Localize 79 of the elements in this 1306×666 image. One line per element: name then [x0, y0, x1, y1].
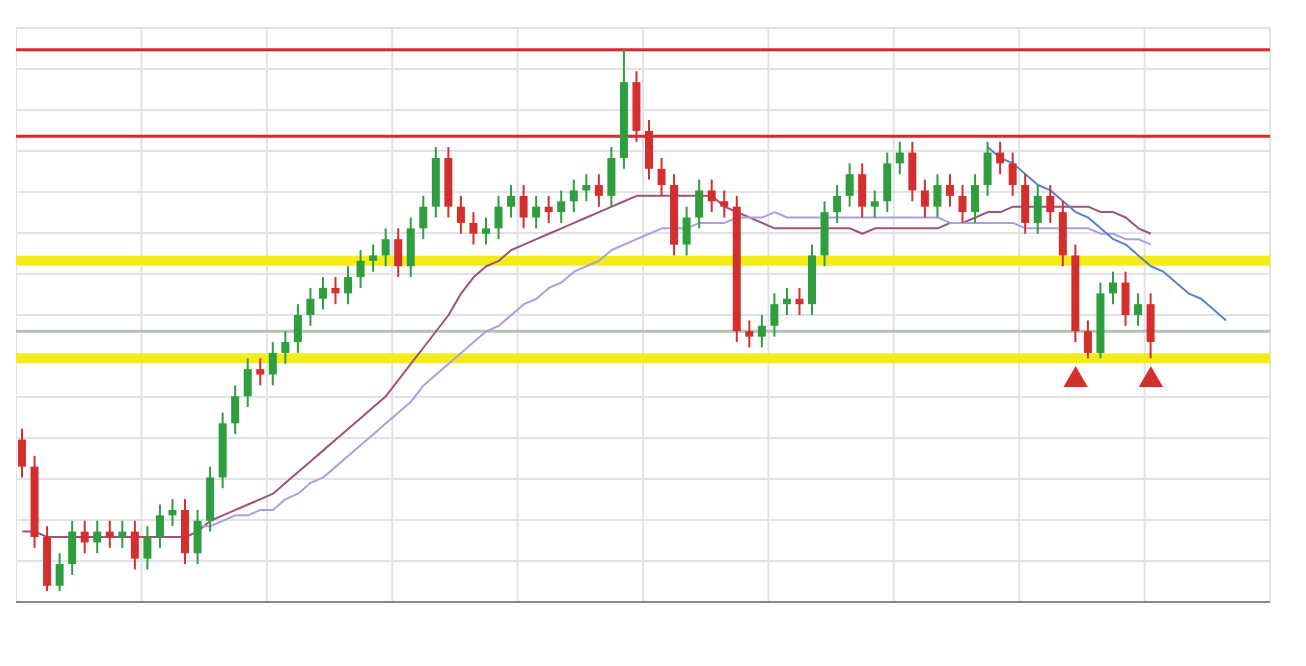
- candlestick: [557, 189, 566, 224]
- candlestick: [594, 173, 603, 208]
- candlestick: [1021, 173, 1030, 235]
- candlestick: [945, 173, 954, 208]
- candlestick: [1083, 319, 1092, 360]
- candlestick: [657, 156, 666, 197]
- candlestick: [494, 194, 503, 241]
- candlestick: [55, 552, 64, 593]
- candlestick: [1033, 184, 1042, 235]
- candlestick: [356, 249, 365, 289]
- candlestick: [231, 384, 240, 436]
- candlestick: [532, 194, 541, 230]
- candlestick: [1121, 270, 1130, 327]
- candlestick: [93, 519, 102, 555]
- candlestick: [193, 508, 202, 566]
- candlestick: [206, 465, 215, 533]
- candlestick: [168, 498, 177, 528]
- candlestick: [682, 205, 691, 257]
- candlestick: [707, 178, 716, 214]
- candlestick: [419, 194, 428, 241]
- candlestick: [782, 286, 791, 316]
- candlestick: [243, 357, 252, 409]
- candlestick: [858, 162, 867, 219]
- candlestick: [1134, 292, 1143, 327]
- candlestick: [996, 140, 1005, 176]
- candlestick: [569, 178, 578, 214]
- candlestick: [908, 140, 917, 203]
- candlestick: [745, 319, 754, 349]
- candlestick: [582, 173, 591, 203]
- candlestick: [933, 173, 942, 219]
- candlestick: [1046, 184, 1055, 224]
- candlestick: [293, 303, 302, 354]
- candlestick: [895, 140, 904, 176]
- candlestick: [105, 519, 114, 549]
- candlestick: [331, 276, 340, 306]
- candlestick: [1108, 270, 1117, 306]
- candlestick: [318, 276, 327, 311]
- candlestick: [507, 184, 516, 219]
- candlestick: [883, 151, 892, 214]
- candlestick: [757, 314, 766, 349]
- candlestick: [1146, 292, 1155, 360]
- candlestick: [256, 357, 265, 387]
- candlestick: [1008, 151, 1017, 197]
- candlestick: [481, 216, 490, 246]
- candlestick: [394, 227, 403, 279]
- candlestick: [971, 173, 980, 224]
- candlestick: [406, 216, 415, 279]
- candlestick: [833, 184, 842, 224]
- candlestick: [920, 178, 929, 219]
- candlestick: [155, 503, 164, 549]
- candlestick: [281, 330, 290, 365]
- candlestick: [958, 184, 967, 224]
- candlestick: [607, 146, 616, 208]
- candlestick: [118, 519, 127, 549]
- candlestick: [870, 189, 879, 219]
- candlestick: [720, 189, 729, 219]
- candlestick: [369, 243, 378, 273]
- candlestick: [519, 184, 528, 230]
- candlestick: [143, 525, 152, 571]
- candlestick: [1058, 200, 1067, 268]
- candlestick: [770, 292, 779, 338]
- candlestick: [344, 265, 353, 306]
- candlestick: [983, 140, 992, 197]
- candlestick: [18, 427, 26, 479]
- candlestick: [268, 341, 277, 387]
- candlestick: [695, 178, 704, 230]
- candlestick: [80, 519, 89, 555]
- candlestick: [130, 519, 139, 571]
- candlestick: [456, 194, 465, 235]
- candlestick: [544, 194, 553, 224]
- candlestick: [645, 119, 653, 181]
- candlestick: [306, 286, 315, 327]
- candlestick: [381, 227, 390, 268]
- candlestick: [469, 211, 478, 246]
- candlestick: [820, 200, 829, 268]
- candlestick: [181, 498, 190, 566]
- candlestick: [795, 286, 804, 316]
- candlestick: [845, 162, 854, 208]
- candlestick: [68, 519, 77, 576]
